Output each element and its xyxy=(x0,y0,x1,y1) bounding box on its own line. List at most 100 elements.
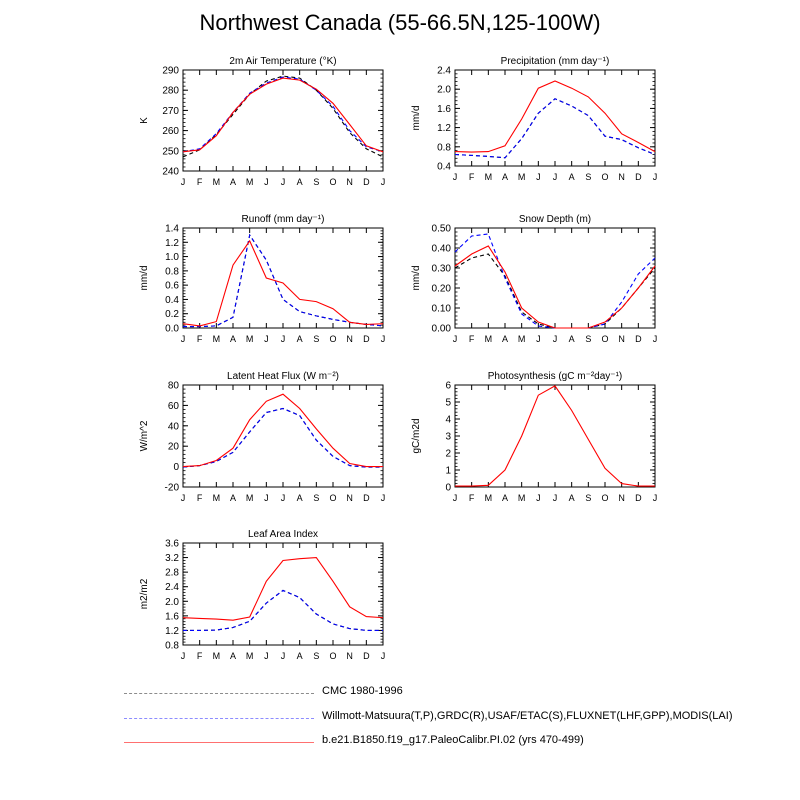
chart-panel-5: Photosynthesis (gC m⁻²day⁻¹) gC/m2d 0 1 2 3 4 5… xyxy=(411,371,657,503)
x-tick-label: D xyxy=(363,651,370,661)
chart-title: 2m Air Temperature (°K) xyxy=(229,56,336,67)
x-tick-label: M xyxy=(246,493,254,503)
legend-label: b.e21.B1850.f19_g17.PaleoCalibr.PI.02 (y… xyxy=(322,734,584,746)
x-tick-label: S xyxy=(313,177,319,187)
legend-label: Willmott-Matsuura(T,P),GRDC(R),USAF/ETAC… xyxy=(322,710,733,722)
x-tick-label: F xyxy=(197,334,203,344)
y-tick-label: 0.8 xyxy=(437,142,451,153)
x-tick-label: F xyxy=(469,493,475,503)
legend-swatch xyxy=(124,742,314,743)
x-tick-label: A xyxy=(297,651,303,661)
x-tick-label: O xyxy=(329,177,336,187)
y-tick-label: 0.00 xyxy=(432,324,452,335)
x-tick-label: J xyxy=(264,177,269,187)
y-tick-label: 80 xyxy=(168,381,180,392)
x-tick-label: J xyxy=(553,334,558,344)
x-tick-label: J xyxy=(536,493,541,503)
x-tick-label: A xyxy=(569,172,575,182)
y-tick-label: 2.8 xyxy=(165,568,179,579)
x-tick-label: J xyxy=(181,651,186,661)
x-tick-label: S xyxy=(585,172,591,182)
series-line-model xyxy=(182,239,384,327)
y-axis-label: mm/d xyxy=(411,266,422,291)
x-tick-label: M xyxy=(485,493,493,503)
x-tick-label: J xyxy=(453,334,458,344)
y-tick-label: 0.40 xyxy=(432,244,452,255)
x-tick-label: F xyxy=(469,172,475,182)
x-tick-label: A xyxy=(230,177,236,187)
y-axis-label: W/m^2 xyxy=(139,420,150,451)
x-tick-label: M xyxy=(485,172,493,182)
x-tick-label: F xyxy=(197,651,203,661)
series-line-obs2 xyxy=(454,98,656,159)
x-tick-label: D xyxy=(635,493,642,503)
chart-title: Latent Heat Flux (W m⁻²) xyxy=(227,371,339,382)
chart-title: Runoff (mm day⁻¹) xyxy=(242,214,325,225)
y-axis-label: mm/d xyxy=(411,106,422,131)
y-tick-label: 3.2 xyxy=(165,553,179,564)
y-tick-label: 0.4 xyxy=(437,162,451,173)
y-tick-label: 0.0 xyxy=(165,324,179,335)
x-tick-label: J xyxy=(281,493,286,503)
x-tick-label: N xyxy=(618,493,625,503)
series-line-model xyxy=(455,385,655,487)
x-tick-label: J xyxy=(653,172,658,182)
x-tick-label: D xyxy=(635,334,642,344)
y-tick-label: 4 xyxy=(445,415,451,426)
series-line-obs2 xyxy=(183,589,383,631)
x-tick-label: A xyxy=(569,493,575,503)
y-axis-label: K xyxy=(139,117,150,124)
y-tick-label: 3.6 xyxy=(165,539,179,550)
x-tick-label: A xyxy=(569,334,575,344)
y-tick-label: 0 xyxy=(445,483,451,494)
x-tick-label: A xyxy=(230,651,236,661)
chart-panel-1: Precipitation (mm day⁻¹) mm/d 0.4 0.8 1.2 1.6… xyxy=(411,56,657,182)
x-tick-label: J xyxy=(536,172,541,182)
y-tick-label: 0.50 xyxy=(432,224,452,235)
series-line-model xyxy=(182,393,383,468)
x-tick-label: O xyxy=(329,493,336,503)
series-line-model xyxy=(454,245,656,329)
y-tick-label: 1.6 xyxy=(165,611,179,622)
series-line-obs2 xyxy=(183,233,384,328)
x-tick-label: M xyxy=(518,172,526,182)
chart-panel-3: Snow Depth (m) mm/d 0.00 0.10 0.20 0.30 0.40 0.… xyxy=(411,214,657,344)
x-tick-label: A xyxy=(230,334,236,344)
x-tick-label: M xyxy=(213,177,221,187)
y-tick-label: 0.30 xyxy=(432,264,452,275)
x-tick-label: J xyxy=(264,493,269,503)
x-tick-label: M xyxy=(518,493,526,503)
y-tick-label: 270 xyxy=(162,106,179,117)
x-tick-label: J xyxy=(381,177,386,187)
y-tick-label: 0.20 xyxy=(432,284,452,295)
y-tick-label: 1 xyxy=(445,466,451,477)
x-tick-label: N xyxy=(618,172,625,182)
chart-title: Snow Depth (m) xyxy=(519,214,591,225)
y-tick-label: 2.4 xyxy=(165,582,179,593)
y-tick-label: 1.6 xyxy=(437,104,451,115)
x-tick-label: A xyxy=(230,493,236,503)
x-tick-label: J xyxy=(653,334,658,344)
y-tick-label: 1.2 xyxy=(437,123,451,134)
x-tick-label: A xyxy=(502,172,508,182)
x-tick-label: O xyxy=(329,334,336,344)
chart-title: Leaf Area Index xyxy=(248,529,318,540)
series-line-obs1 xyxy=(454,98,656,159)
x-tick-label: J xyxy=(281,651,286,661)
series-line-model xyxy=(182,557,384,621)
x-tick-label: F xyxy=(469,334,475,344)
x-tick-label: J xyxy=(181,334,186,344)
x-tick-label: A xyxy=(502,493,508,503)
x-tick-label: J xyxy=(181,493,186,503)
chart-panel-2: Runoff (mm day⁻¹) mm/d 0.0 0.2 0.4 0.6 0.8 1.0 1… xyxy=(139,214,385,344)
y-tick-label: 290 xyxy=(162,66,179,77)
series-line-model xyxy=(182,77,384,153)
x-tick-label: J xyxy=(653,493,658,503)
y-tick-label: 40 xyxy=(168,421,180,432)
x-tick-label: N xyxy=(346,334,353,344)
y-axis-label: gC/m2d xyxy=(411,418,422,453)
x-tick-label: D xyxy=(363,493,370,503)
x-tick-label: M xyxy=(485,334,493,344)
x-tick-label: J xyxy=(536,334,541,344)
x-tick-label: J xyxy=(264,651,269,661)
